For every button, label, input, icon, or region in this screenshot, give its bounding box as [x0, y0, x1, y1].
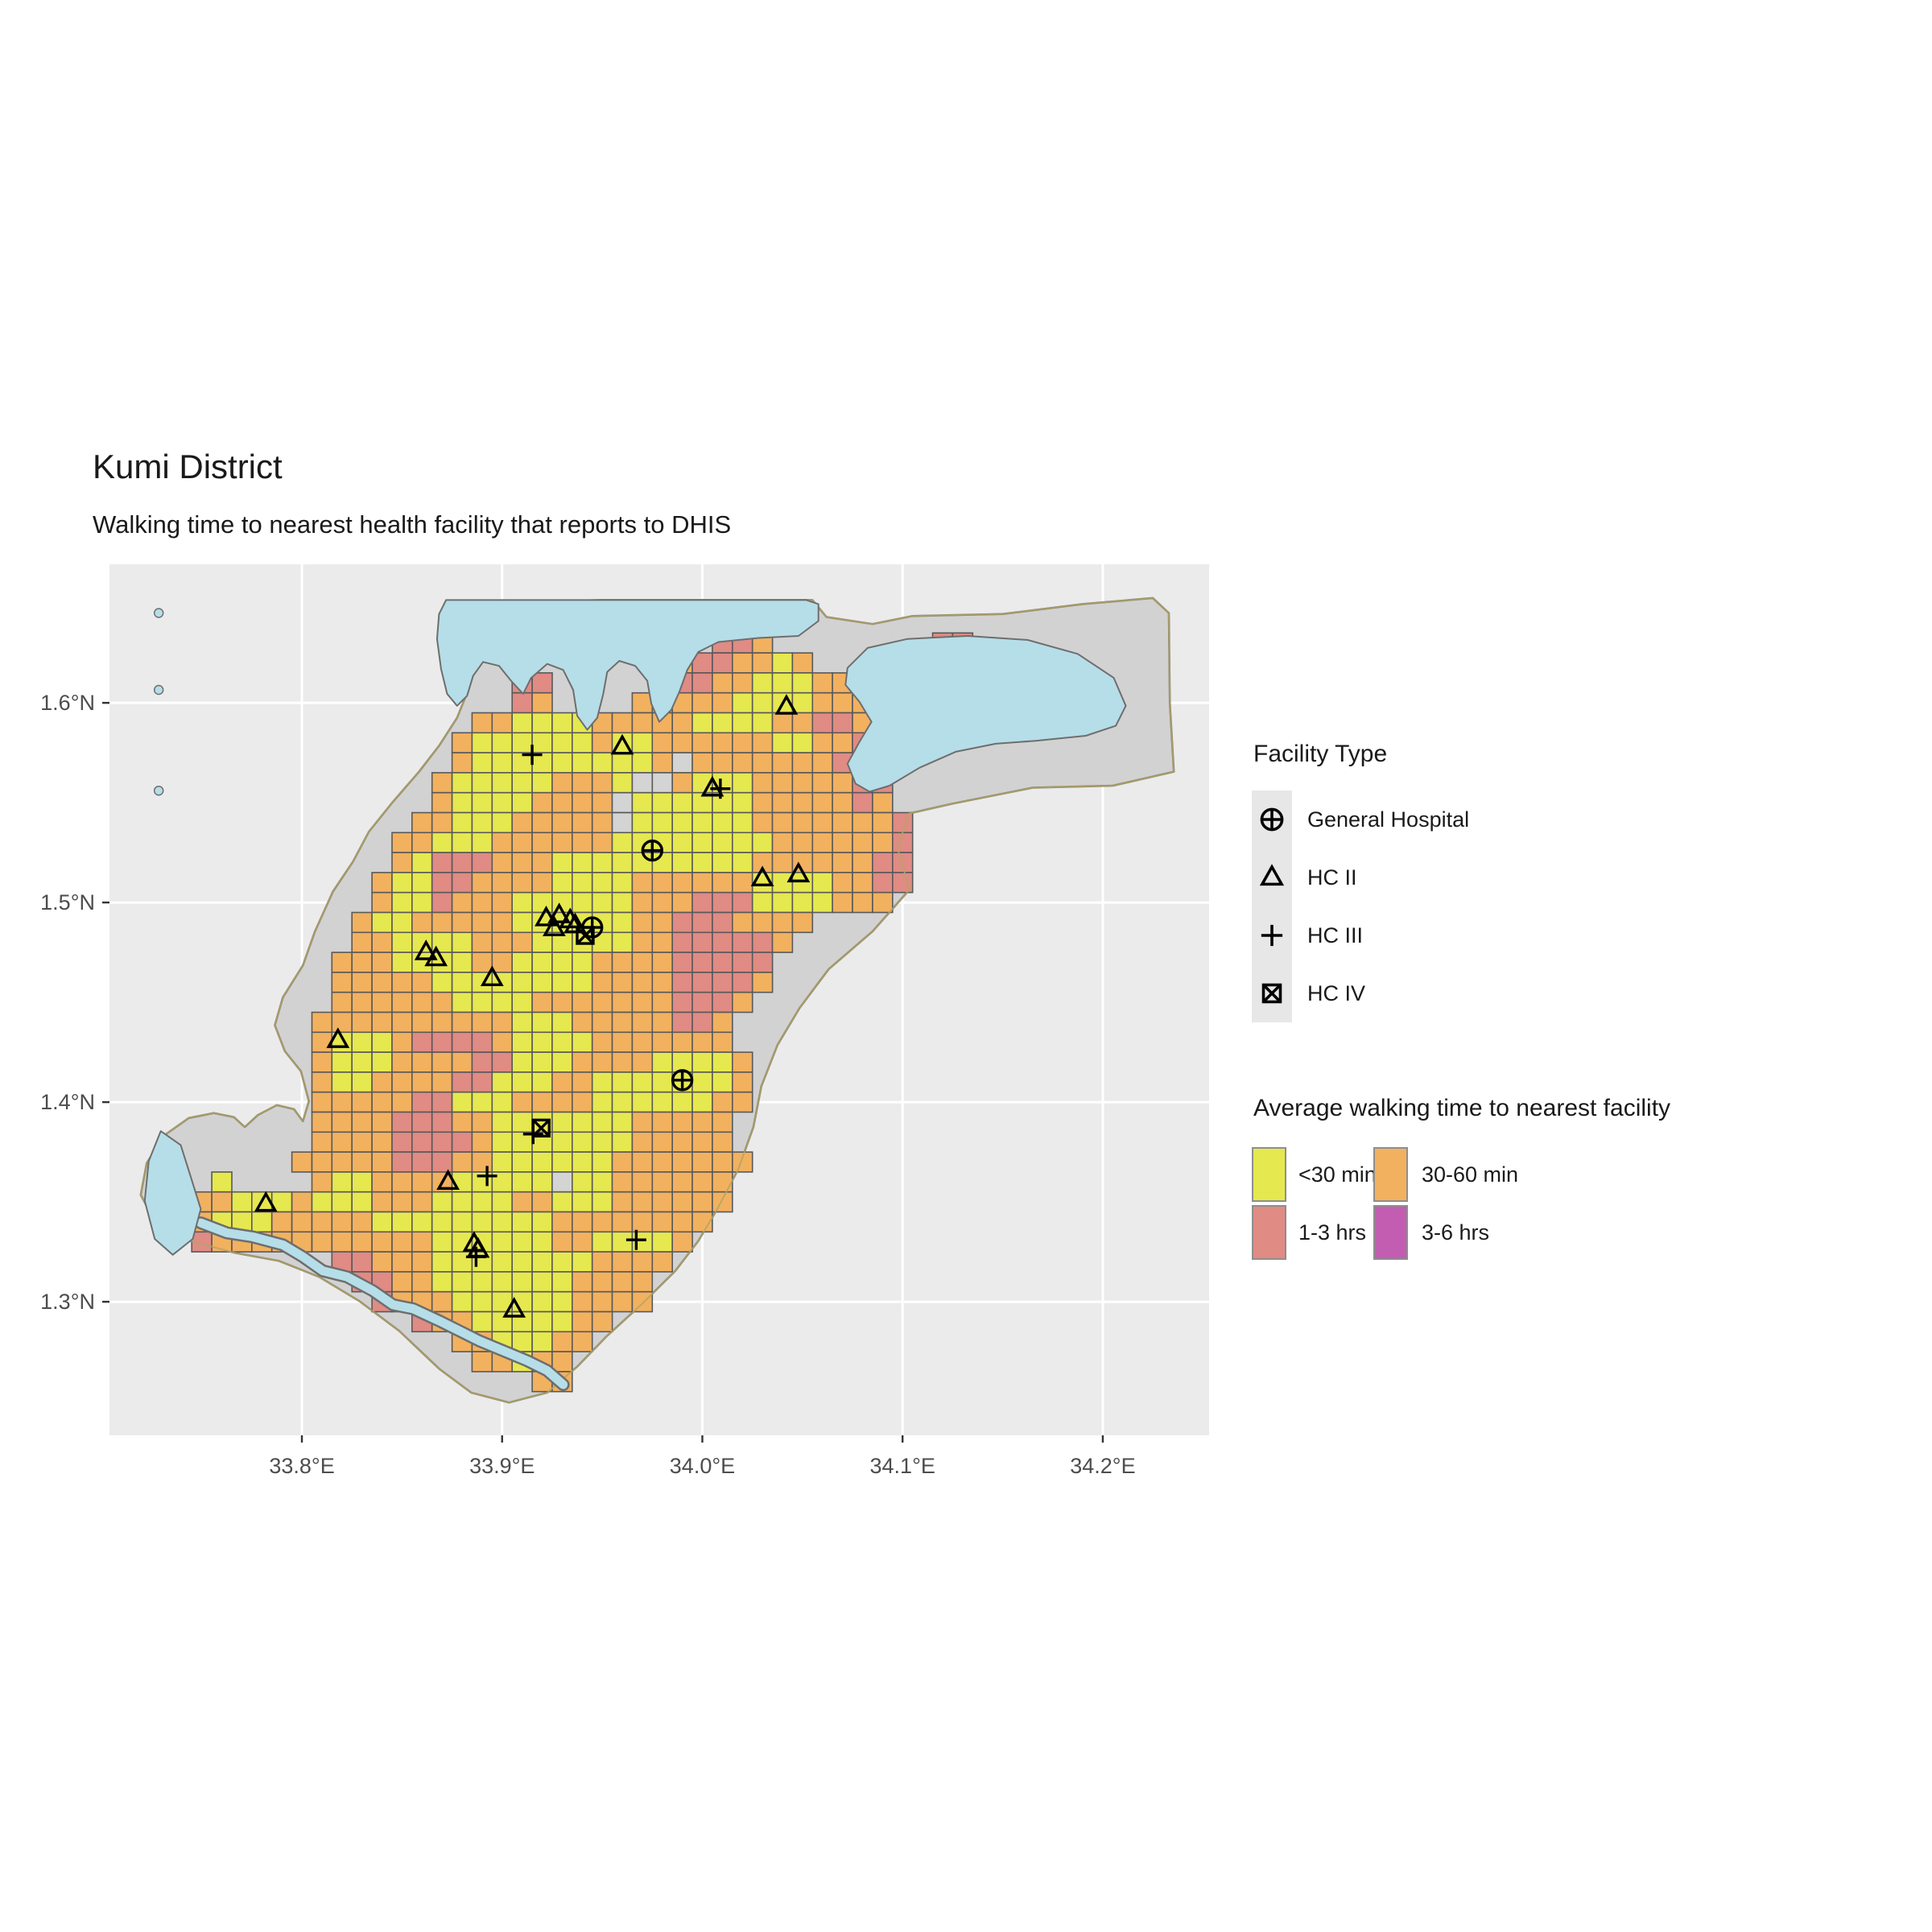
swatch-3-6: [1373, 1205, 1408, 1260]
y-tick-label: 1.3°N: [40, 1290, 95, 1314]
legend-item-label: 30-60 min: [1422, 1162, 1519, 1187]
legend-item-hc-iv: HC IV: [1252, 964, 1622, 1022]
box-x-glyph: [1261, 983, 1282, 1004]
general_hospital-marker: [641, 839, 663, 862]
hc_ii-marker: [750, 865, 774, 887]
hc_ii-marker: [326, 1027, 350, 1048]
lake-polygon: [436, 599, 819, 731]
hc_ii-marker: [610, 733, 634, 755]
page-subtitle: Walking time to nearest health facility …: [93, 510, 732, 539]
x-tick-label: 33.9°E: [469, 1454, 535, 1478]
legend-item-label: HC III: [1307, 923, 1364, 947]
hc_ii-marker: [436, 1169, 460, 1190]
pond: [153, 608, 164, 618]
hc_ii-marker: [254, 1191, 278, 1212]
circle-plus-icon: [1260, 807, 1284, 832]
legend-walking-time-title: Average walking time to nearest facility: [1253, 1095, 1671, 1121]
plus-icon: [1261, 924, 1283, 947]
legend-item-hc-iii: HC III: [1252, 906, 1622, 964]
x-tick-label: 34.2°E: [1070, 1454, 1135, 1478]
hc_ii-marker: [535, 905, 558, 927]
y-tick-label: 1.6°N: [40, 691, 95, 715]
hc_ii-marker: [700, 775, 724, 797]
x-tick-label: 33.8°E: [269, 1454, 334, 1478]
y-tick-label: 1.4°N: [40, 1090, 95, 1114]
box-x-icon: [1261, 983, 1282, 1004]
legend-item-label: HC IV: [1307, 981, 1366, 1005]
legend-item-hc-ii: HC II: [1252, 848, 1622, 906]
legend-walking-time: Average walking time to nearest facility…: [1252, 1095, 1896, 1288]
lake-polygon: [143, 1130, 202, 1256]
swatch-1-3: [1252, 1205, 1286, 1260]
hc_iii-marker: [477, 1166, 497, 1187]
hc_ii-marker: [414, 939, 438, 960]
legend-item-label: 3-6 hrs: [1422, 1220, 1490, 1245]
circle-plus-glyph: [1260, 807, 1284, 832]
facility-markers: [254, 694, 811, 1318]
hc_ii-marker: [774, 694, 799, 715]
hc_ii-marker: [564, 912, 587, 934]
swatch-lt30: [1252, 1147, 1286, 1202]
hc_ii-marker: [786, 861, 811, 883]
x-tick-label: 34.0°E: [670, 1454, 735, 1478]
legend-facility-title: Facility Type: [1253, 741, 1388, 767]
hc_iii-marker: [625, 1229, 646, 1250]
legend-item-general-hospital: General Hospital: [1252, 791, 1622, 848]
x-tick-label: 34.1°E: [870, 1454, 935, 1478]
hc_iv-marker: [576, 926, 595, 945]
lake-polygon: [844, 635, 1127, 793]
hc_iii-marker: [465, 1246, 486, 1267]
pond: [153, 684, 164, 696]
district-boundary-line: [139, 597, 1175, 1404]
triangle-glyph: [1259, 864, 1285, 886]
hc_iv-marker: [531, 1118, 551, 1138]
general_hospital-marker: [671, 1069, 694, 1092]
pond: [153, 785, 164, 796]
swatch-30-60: [1373, 1147, 1408, 1202]
hc_ii-marker: [480, 965, 504, 987]
river: [196, 1218, 568, 1389]
y-tick-label: 1.5°N: [40, 890, 95, 914]
raster-cells: [191, 632, 1074, 1393]
legend-item-label: <30 min: [1298, 1162, 1377, 1187]
triangle-icon: [1259, 864, 1285, 886]
hc_ii-marker: [547, 902, 572, 923]
legend-item-label: General Hospital: [1307, 807, 1470, 832]
hc_ii-marker: [424, 945, 448, 967]
hc_ii-marker: [502, 1297, 526, 1318]
hc_ii-marker: [543, 915, 566, 937]
legend-item-label: 1-3 hrs: [1298, 1220, 1367, 1245]
hc_iii-marker: [522, 745, 543, 766]
hc_iii-marker: [710, 778, 731, 799]
plus-glyph: [1261, 924, 1283, 947]
legend-item-label: HC II: [1307, 865, 1357, 890]
page-title: Kumi District: [93, 448, 283, 485]
legend-facility-type: Facility Type General Hospital HC II HC …: [1252, 741, 1638, 1046]
